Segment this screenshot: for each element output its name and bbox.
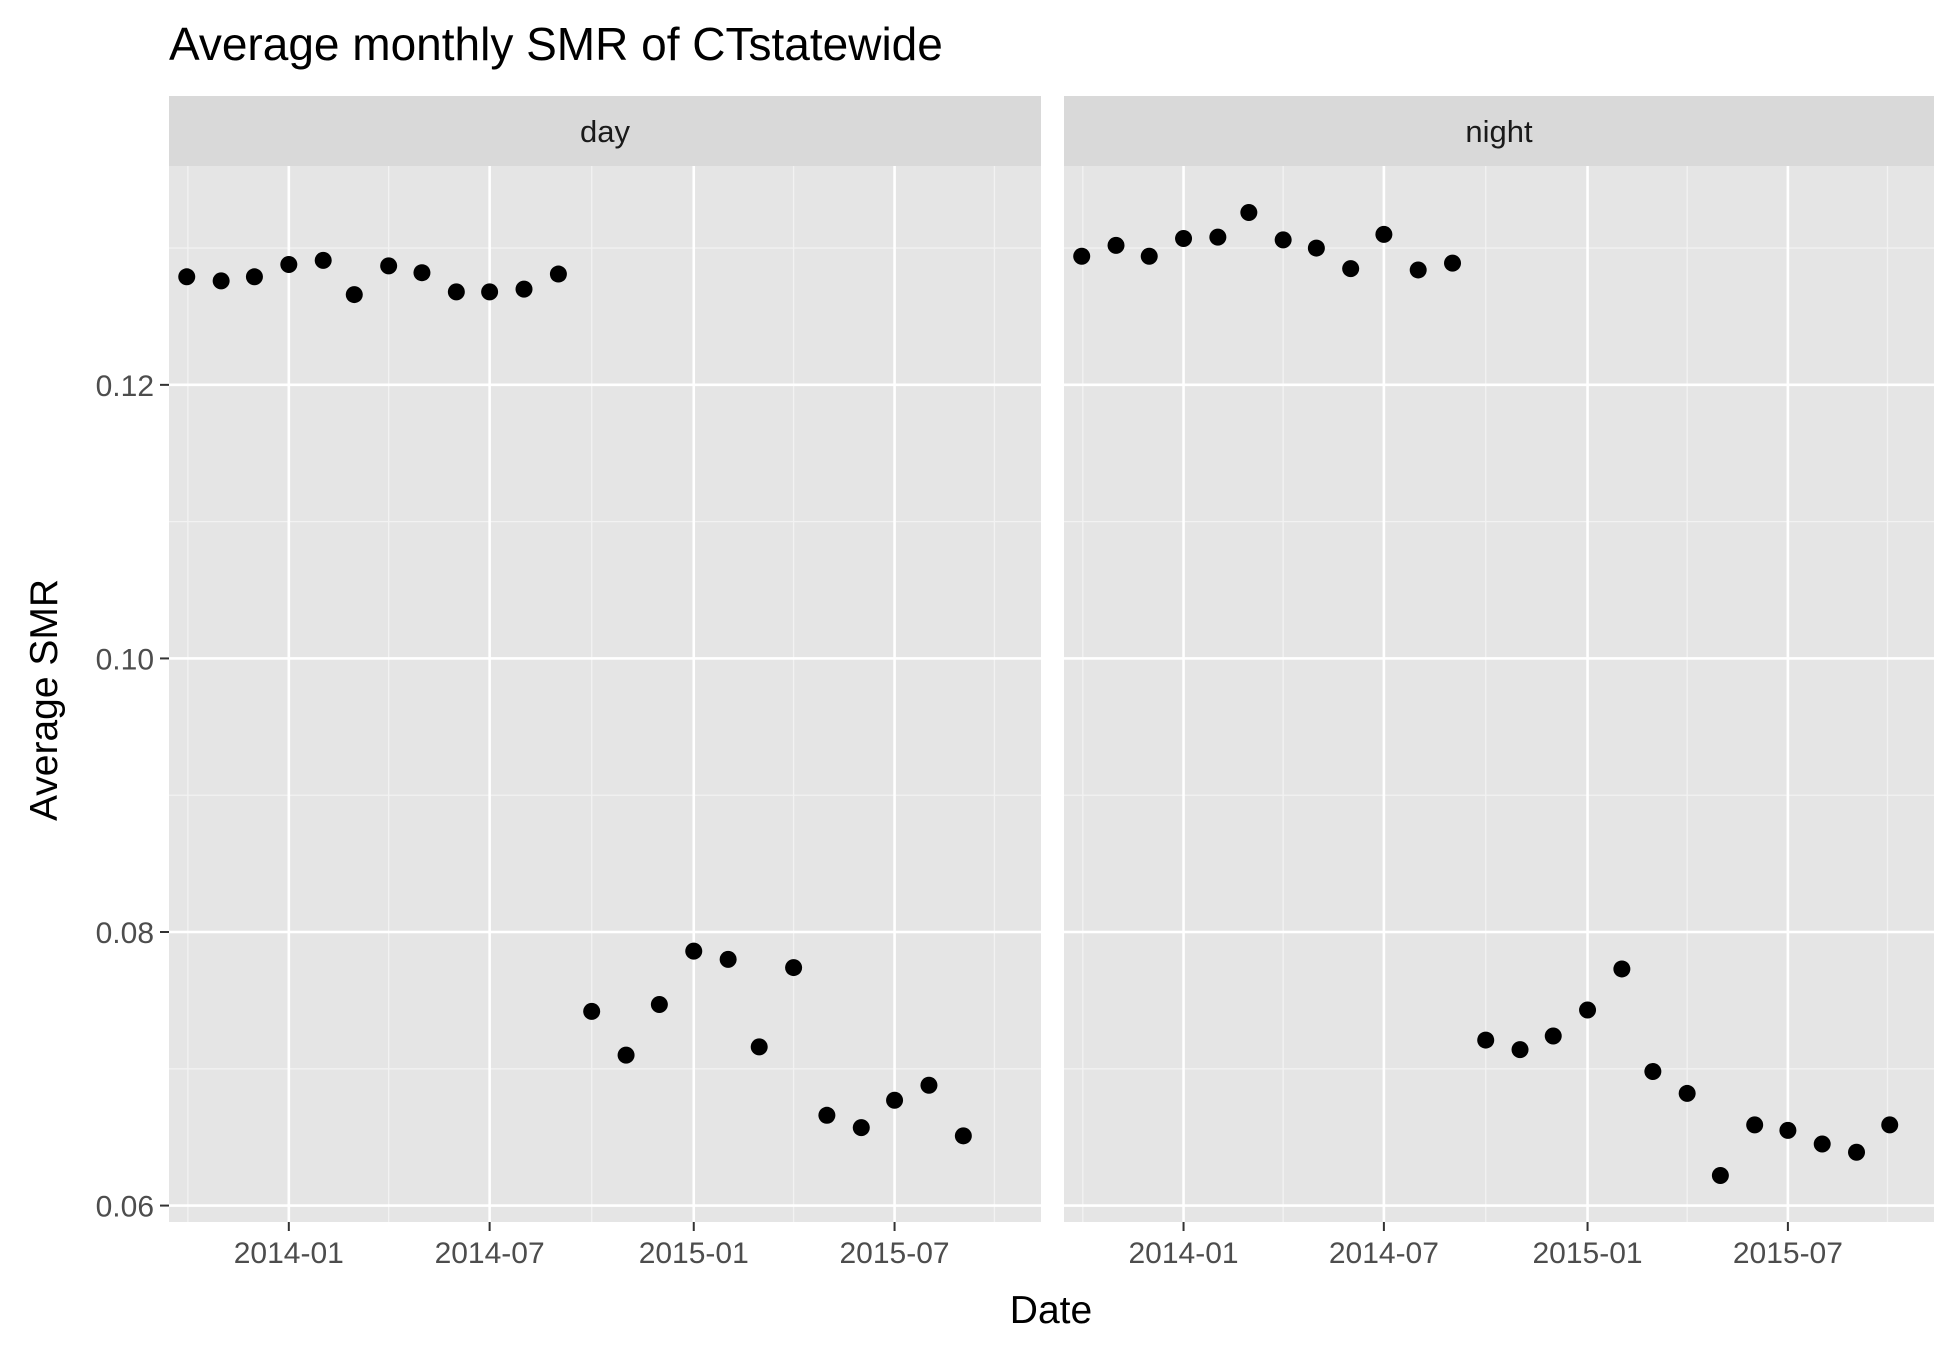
data-point: [1477, 1031, 1495, 1049]
data-point: [1140, 247, 1158, 265]
data-point: [1779, 1121, 1797, 1139]
data-point: [920, 1076, 938, 1094]
y-tick-label: 0.06: [96, 1191, 154, 1224]
x-tick-label: 2014-01: [234, 1237, 344, 1270]
y-axis-title: Average SMR: [23, 579, 66, 821]
facet-day: day 2014-01 2014-07 2015-01 2015-07: [169, 96, 1041, 1270]
data-point: [1881, 1116, 1899, 1134]
y-tick-label: 0.08: [96, 917, 154, 950]
facet-panels: day 2014-01 2014-07 2015-01 2015-07 night 2014…: [169, 96, 1934, 1270]
data-point: [1848, 1143, 1866, 1161]
y-axis: 0.06 0.08 0.10 0.12: [96, 370, 169, 1224]
data-point: [1746, 1116, 1764, 1134]
data-point: [245, 268, 263, 286]
x-tick-label: 2015-01: [639, 1237, 749, 1270]
data-point: [1342, 260, 1360, 278]
x-tick-label: 2015-01: [1532, 1237, 1642, 1270]
data-point: [852, 1119, 870, 1137]
data-point: [1107, 236, 1125, 254]
data-point: [1711, 1166, 1729, 1184]
data-point: [818, 1106, 836, 1124]
facet-night: night 2014-01 2014-07 2015-01 2015-07: [1064, 96, 1934, 1270]
x-tick-label: 2014-07: [435, 1237, 545, 1270]
panel-background: [169, 166, 1041, 1222]
data-point: [1375, 225, 1393, 243]
data-point: [549, 265, 567, 283]
data-point: [785, 959, 803, 977]
data-point: [314, 251, 332, 269]
data-point: [583, 1002, 601, 1020]
data-point: [280, 255, 298, 273]
data-point: [1813, 1135, 1831, 1153]
data-point: [750, 1038, 768, 1056]
x-tick-label: 2014-07: [1329, 1237, 1439, 1270]
data-point: [1678, 1084, 1696, 1102]
data-point: [1544, 1027, 1562, 1045]
data-point: [1073, 247, 1091, 265]
data-point: [481, 283, 499, 301]
strip-background: [169, 96, 1041, 166]
x-tick-label: 2015-07: [1733, 1237, 1843, 1270]
data-point: [1444, 254, 1462, 272]
data-point: [1240, 204, 1258, 222]
strip-label-night: night: [1465, 114, 1533, 149]
data-point: [1409, 261, 1427, 279]
x-axis-title: Date: [1010, 1289, 1092, 1332]
y-tick-label: 0.10: [96, 643, 154, 676]
data-point: [212, 272, 230, 290]
data-point: [1274, 231, 1292, 249]
strip-label-day: day: [580, 114, 630, 149]
data-point: [178, 268, 196, 286]
y-tick-label: 0.12: [96, 370, 154, 403]
chart-title: Average monthly SMR of CTstatewide: [169, 18, 943, 70]
data-point: [345, 286, 363, 304]
panel-background: [1064, 166, 1934, 1222]
data-point: [1511, 1041, 1529, 1059]
data-point: [886, 1091, 904, 1109]
data-point: [380, 257, 398, 275]
x-tick-label: 2015-07: [840, 1237, 950, 1270]
data-point: [954, 1127, 972, 1145]
data-point: [1307, 239, 1325, 257]
data-point: [413, 264, 431, 282]
data-point: [1579, 1001, 1597, 1019]
x-tick-label: 2014-01: [1128, 1237, 1238, 1270]
data-point: [447, 283, 465, 301]
data-point: [515, 280, 533, 298]
data-point: [1209, 228, 1227, 246]
data-point: [1644, 1063, 1662, 1081]
data-point: [1613, 960, 1631, 978]
data-point: [650, 996, 668, 1014]
data-point: [617, 1046, 635, 1064]
data-point: [1175, 229, 1193, 247]
data-point: [719, 950, 737, 968]
strip-background: [1064, 96, 1934, 166]
data-point: [685, 942, 703, 960]
